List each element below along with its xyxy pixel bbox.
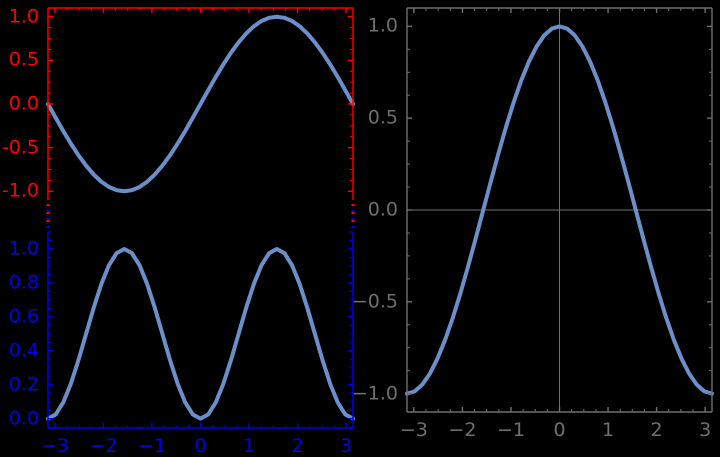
y-tick-label: 1.0: [8, 5, 39, 28]
x-tick-label: −1: [137, 435, 166, 457]
x-tick-label: 0: [194, 435, 207, 457]
plot-surface-right: [405, 7, 714, 413]
data-curve-bottom-left: [46, 246, 355, 421]
x-tick-label: 2: [291, 435, 304, 457]
x-tick-label: −1: [496, 419, 525, 441]
x-tick-label: 2: [650, 419, 663, 441]
y-tick-label: 0.0: [8, 407, 39, 430]
x-tick-label: 3: [699, 419, 712, 441]
y-tick-label: 0.6: [8, 305, 39, 328]
y-tick-label: 0.4: [8, 339, 39, 362]
y-tick-label: 0.0: [367, 198, 398, 221]
y-tick-label: −0.5: [351, 290, 398, 313]
y-tick-label: 1.0: [367, 14, 398, 37]
y-tick-label: −1.0: [351, 382, 398, 405]
x-tick-label: 1: [601, 419, 615, 441]
x-tick-label: −3: [399, 419, 428, 441]
plot-right: −1.0 −0.5 0.0 0.5 1.0 −3 −2 −1 0 1 2 3: [352, 7, 714, 440]
y-tick-label: 1.0: [8, 237, 39, 260]
plot-surface-top-left: [46, 7, 355, 222]
y-tick-label: -1.0: [1, 179, 39, 202]
y-tick-label: 0.5: [367, 106, 398, 129]
y-tick-label: 0.2: [8, 373, 39, 396]
x-tick-label: −3: [40, 435, 69, 457]
plot-bottom-left: 0.0 0.2 0.4 0.6 0.8 1.0 −3 −2 −1 0 1 2 3: [9, 210, 355, 456]
data-curve-right: [405, 24, 714, 396]
x-tick-label: −2: [89, 435, 118, 457]
plot-surface-bottom-left: [46, 210, 355, 429]
x-tick-label: 0: [553, 419, 566, 441]
plot-top-left: -1.0 -0.5 0.0 0.5 1.0: [2, 7, 355, 222]
data-curve-top-left: [46, 14, 355, 194]
y-tick-label: 0.5: [8, 48, 39, 71]
y-tick-label: 0.8: [8, 271, 39, 294]
figure-canvas: -1.0 -0.5 0.0 0.5 1.0 0.0 0.2 0.4 0.6 0.8 1.0 −3 −2−…: [1, 6, 714, 456]
x-tick-label: 1: [242, 435, 256, 457]
x-tick-label: −2: [448, 419, 477, 441]
y-tick-label: -0.5: [1, 136, 39, 159]
y-tick-label: 0.0: [8, 92, 39, 115]
x-tick-label: 3: [340, 435, 353, 457]
